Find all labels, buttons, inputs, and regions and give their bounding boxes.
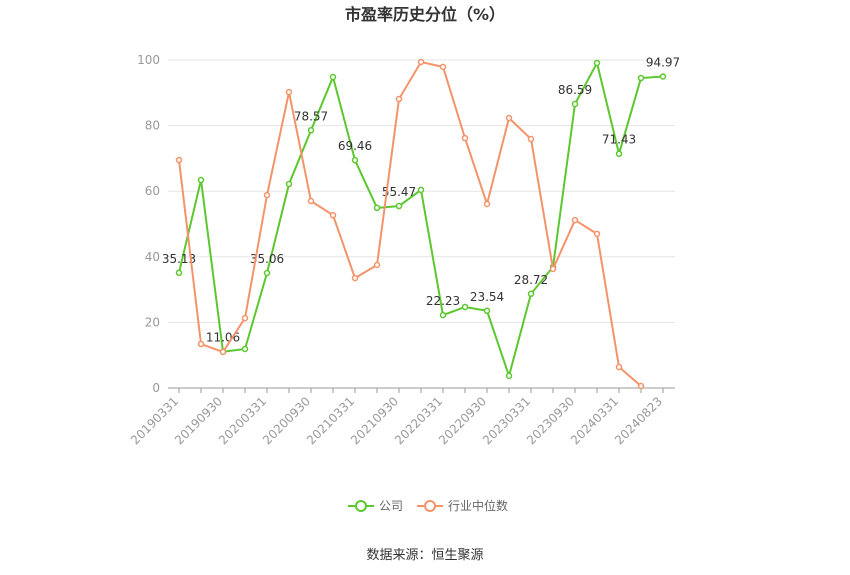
point: [241, 314, 249, 322]
point: [615, 363, 623, 371]
data-label: 55.47: [382, 185, 416, 199]
y-tick-label: 40: [145, 250, 160, 264]
point: [373, 261, 381, 269]
point: [329, 211, 337, 219]
point: [263, 191, 271, 199]
data-label: 69.46: [338, 139, 372, 153]
data-label: 35.06: [250, 252, 284, 266]
y-tick-label: 80: [145, 119, 160, 133]
chart-title: 市盈率历史分位（%）: [345, 5, 505, 24]
point: [395, 202, 403, 210]
data-label: 35.13: [162, 252, 196, 266]
point: [285, 180, 293, 188]
source: 数据来源：恒生聚源: [366, 548, 483, 563]
point: [549, 265, 557, 273]
point: [637, 382, 645, 390]
point: [241, 345, 249, 353]
point: [329, 73, 337, 81]
point: [439, 311, 447, 319]
point: [571, 100, 579, 108]
point: [527, 135, 535, 143]
data-label: 78.57: [294, 109, 328, 123]
data-label: 71.43: [602, 133, 636, 147]
point: [175, 156, 183, 164]
point: [351, 156, 359, 164]
legend-marker: [424, 500, 437, 512]
point: [593, 230, 601, 238]
point: [615, 150, 623, 157]
point: [637, 74, 645, 82]
y-tick-label: 60: [145, 184, 160, 198]
series-line: [178, 60, 642, 387]
point: [417, 58, 425, 66]
data-label: 11.06: [206, 331, 240, 345]
point: [285, 88, 293, 96]
point: [571, 216, 579, 224]
point: [505, 372, 513, 380]
point: [483, 307, 491, 315]
point: [417, 186, 425, 194]
point: [197, 176, 205, 184]
point: [395, 95, 403, 103]
point: [439, 63, 447, 71]
point: [197, 340, 205, 348]
point: [219, 348, 227, 356]
data-label: 94.97: [646, 55, 680, 69]
data-label: 86.59: [558, 83, 592, 97]
legend-label: 公司: [379, 499, 403, 513]
data-label: 28.72: [514, 273, 548, 287]
point: [307, 197, 315, 205]
point: [461, 303, 469, 311]
legend-label: 行业中位数: [448, 498, 508, 513]
series-line: [178, 60, 664, 380]
point: [461, 134, 469, 142]
point: [373, 204, 381, 212]
point: [175, 269, 183, 277]
point: [483, 200, 491, 208]
point: [505, 114, 513, 122]
point: [659, 73, 667, 80]
point: [527, 290, 535, 298]
data-label: 22.23: [426, 294, 460, 308]
y-tick-label: 0: [152, 381, 160, 395]
point: [263, 269, 271, 277]
legend-marker: [355, 500, 367, 512]
point: [593, 59, 601, 67]
point: [307, 127, 315, 134]
y-tick-label: 100: [137, 53, 160, 67]
data-label: 23.54: [470, 290, 504, 304]
y-tick-label: 20: [145, 315, 160, 329]
x-tick-label: 20240823: [612, 394, 665, 447]
point: [351, 274, 359, 282]
